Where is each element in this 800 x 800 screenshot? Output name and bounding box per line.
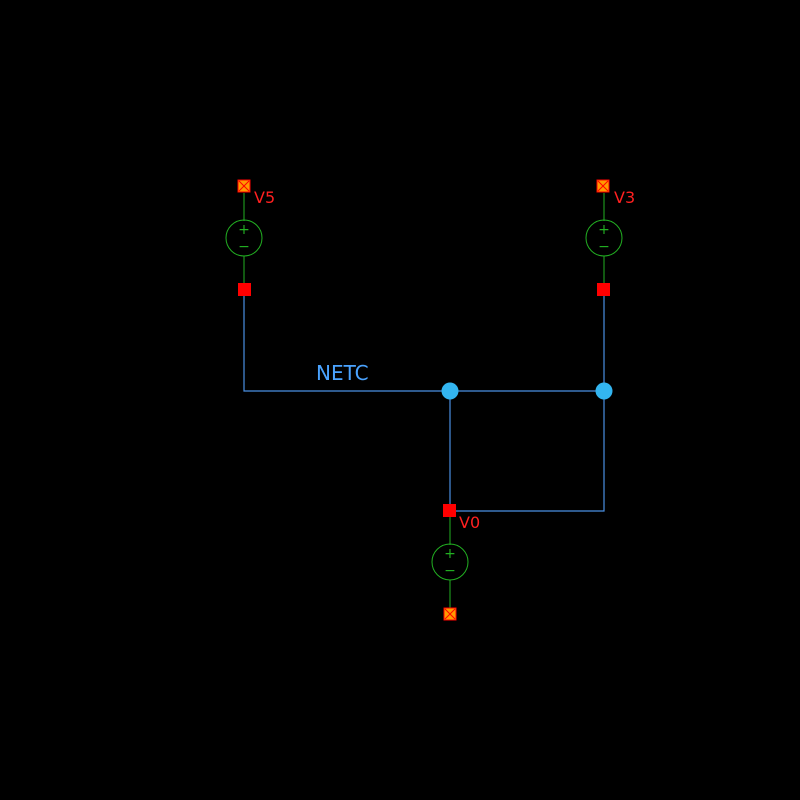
source-pin-terminal[interactable] — [443, 504, 456, 517]
wire-right-loop[interactable] — [456, 391, 605, 512]
source-pin-terminal[interactable] — [238, 283, 251, 296]
ground-terminal-icon[interactable] — [237, 179, 251, 193]
ground-terminal-icon[interactable] — [596, 179, 610, 193]
voltage-source-v3[interactable]: + − V3 — [585, 179, 635, 296]
junction-dot-right[interactable] — [595, 382, 613, 400]
wires — [243, 296, 605, 512]
junction-dot-left[interactable] — [441, 382, 459, 400]
ground-terminal-icon[interactable] — [443, 607, 457, 621]
source-minus-symbol: − — [598, 239, 610, 255]
source-plus-symbol: + — [598, 222, 610, 238]
voltage-source-v5[interactable]: + − V5 — [225, 179, 275, 296]
source-name-label: V5 — [254, 188, 275, 207]
voltage-source-v0[interactable]: V0 + − — [431, 504, 480, 621]
source-name-label: V3 — [614, 188, 635, 207]
source-minus-symbol: − — [444, 563, 456, 579]
wire-v5-to-netc[interactable] — [243, 296, 450, 392]
source-pin-terminal[interactable] — [597, 283, 610, 296]
source-plus-symbol: + — [444, 546, 456, 562]
net-label: NETC — [316, 361, 369, 385]
source-plus-symbol: + — [238, 222, 250, 238]
source-minus-symbol: − — [238, 239, 250, 255]
source-name-label: V0 — [459, 513, 480, 532]
